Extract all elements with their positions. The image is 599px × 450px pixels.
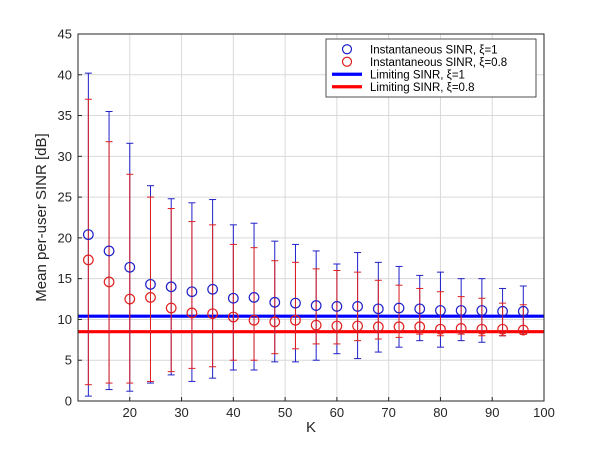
x-tick-label: 100	[533, 405, 555, 420]
data-point-marker	[145, 292, 156, 303]
data-point-marker	[331, 320, 343, 332]
x-tick-label: 80	[433, 405, 447, 420]
data-point-marker	[290, 314, 301, 326]
data-point-marker	[352, 320, 364, 332]
data-point-marker	[435, 305, 446, 316]
data-point-marker	[455, 305, 467, 316]
x-tick-label: 70	[381, 405, 395, 420]
y-tick-label: 0	[65, 394, 72, 409]
data-point-marker	[186, 286, 198, 298]
x-tick-label: 40	[226, 405, 240, 420]
y-tick-label: 25	[58, 190, 72, 205]
data-point-marker	[372, 321, 384, 333]
x-tick-label: 90	[485, 405, 499, 420]
data-point-marker	[393, 321, 405, 333]
data-point-marker	[269, 316, 281, 328]
data-point-marker	[476, 323, 488, 335]
y-tick-label: 35	[58, 108, 72, 123]
data-point-marker	[517, 324, 529, 336]
x-tick-label: 30	[174, 405, 188, 420]
y-tick-label: 40	[58, 67, 72, 82]
y-tick-label: 45	[58, 27, 72, 42]
data-point-marker	[207, 283, 219, 295]
legend-label: Limiting SINR, ξ=1	[370, 69, 465, 81]
data-point-marker	[82, 229, 94, 241]
data-point-marker	[145, 278, 156, 290]
data-point-marker	[227, 292, 239, 304]
data-point-marker	[414, 321, 426, 333]
data-point-marker	[269, 296, 281, 308]
data-point-marker	[414, 303, 426, 315]
data-point-marker	[497, 323, 508, 335]
data-point-marker	[455, 323, 467, 334]
legend-label: Instantaneous SINR, ξ=0.8	[370, 57, 507, 69]
legend-label: Instantaneous SINR, ξ=1	[370, 44, 498, 56]
y-axis-label: Mean per-user SINR [dB]	[33, 133, 50, 301]
legend-marker-swatch	[341, 44, 353, 55]
data-point-marker	[435, 323, 446, 335]
data-point-marker	[186, 307, 198, 319]
x-tick-label: 20	[123, 405, 137, 420]
data-point-marker	[517, 305, 529, 317]
plot-frame	[77, 33, 545, 402]
data-point-marker	[331, 300, 343, 312]
x-tick-label: 50	[278, 405, 292, 420]
data-point-marker	[476, 305, 488, 316]
data-point-marker	[393, 302, 405, 314]
data-point-marker	[290, 297, 301, 309]
y-tick-label: 20	[58, 230, 72, 245]
data-point-marker	[103, 276, 115, 288]
y-tick-label: 30	[58, 149, 72, 164]
data-point-marker	[165, 302, 177, 314]
data-point-marker	[352, 300, 364, 312]
error-bars	[84, 72, 527, 397]
data-point-marker	[310, 300, 322, 311]
x-tick-label: 60	[330, 405, 344, 420]
x-axis-ticks: 20 30 40 50 60 70 80 90 100	[123, 397, 555, 420]
data-point-marker	[165, 281, 177, 293]
data-point-marker	[124, 293, 136, 305]
limiting-lines	[78, 314, 544, 334]
data-markers	[82, 229, 529, 336]
data-point-marker	[248, 314, 260, 326]
data-point-marker	[372, 303, 384, 315]
data-point-marker	[124, 261, 136, 273]
data-point-marker	[207, 308, 219, 320]
data-point-marker	[310, 319, 322, 331]
data-point-marker	[248, 292, 260, 303]
data-point-marker	[497, 305, 508, 317]
data-point-marker	[227, 311, 239, 323]
y-tick-label: 10	[58, 312, 72, 327]
x-axis-label: K	[306, 419, 316, 436]
legend-label: Limiting SINR, ξ=0.8	[370, 82, 475, 94]
data-point-marker	[103, 245, 115, 257]
data-point-marker	[82, 254, 94, 266]
y-tick-label: 15	[58, 271, 72, 286]
y-tick-label: 5	[65, 353, 72, 368]
legend-marker-swatch	[341, 56, 353, 67]
y-axis-ticks: 0 5 10 15 20 25 30 35 40 45	[58, 27, 82, 409]
